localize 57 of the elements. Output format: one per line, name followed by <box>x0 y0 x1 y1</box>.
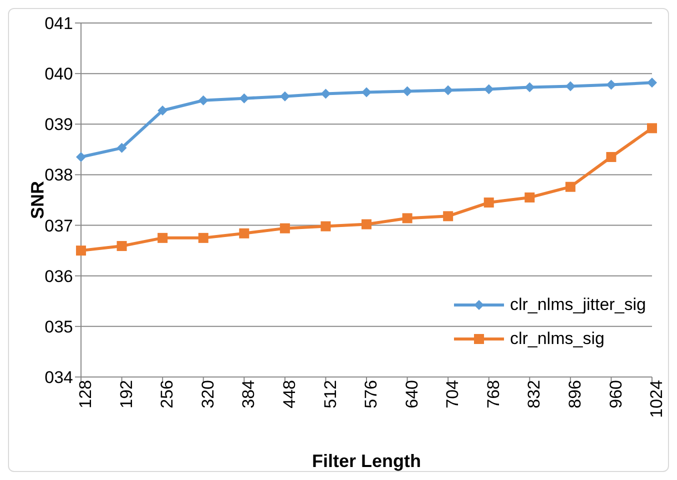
point <box>647 123 657 134</box>
point <box>158 232 168 243</box>
x-tick-label: 128 <box>76 380 96 408</box>
point <box>606 80 616 90</box>
x-tick-label: 640 <box>402 380 422 408</box>
point <box>198 232 208 243</box>
legend-label: clr_nlms_sig <box>510 329 604 349</box>
x-axis-title: Filter Length <box>312 451 421 471</box>
y-tick-label: 039 <box>44 115 73 134</box>
point <box>76 152 86 162</box>
x-tick-label: 832 <box>524 380 544 408</box>
point <box>239 93 250 104</box>
x-tick-label: 448 <box>280 380 299 408</box>
point <box>565 81 576 92</box>
point <box>484 84 494 94</box>
point <box>362 87 372 98</box>
point <box>116 142 127 153</box>
x-tick-label: 1024 <box>647 380 666 418</box>
point <box>76 246 86 256</box>
x-tick-label: 896 <box>566 380 584 408</box>
point <box>158 105 168 116</box>
point <box>402 86 412 96</box>
x-tick-label: 384 <box>239 380 258 408</box>
legend-label: clr_nlms_jitter_sig <box>510 295 646 315</box>
y-tick-label: 037 <box>44 216 73 236</box>
point <box>320 221 331 232</box>
point <box>402 213 412 224</box>
point <box>647 78 657 88</box>
x-tick-label: 192 <box>116 380 136 408</box>
point <box>280 91 290 102</box>
x-tick-label: 320 <box>198 380 218 408</box>
y-tick-label: 038 <box>44 166 73 185</box>
x-tick-label: 576 <box>362 380 381 408</box>
point <box>443 211 454 222</box>
point <box>116 241 127 252</box>
point <box>362 219 372 230</box>
point <box>198 95 208 106</box>
point <box>524 192 535 202</box>
x-tick-label: 256 <box>158 380 177 408</box>
y-tick-label: 041 <box>44 14 73 34</box>
y-tick-label: 040 <box>44 64 73 84</box>
point <box>443 85 454 96</box>
y-tick-label: 035 <box>44 317 73 336</box>
point <box>320 88 331 99</box>
x-tick-label: 704 <box>443 380 462 408</box>
point <box>239 228 250 238</box>
x-tick-label: 512 <box>320 380 340 408</box>
point <box>565 182 576 192</box>
point <box>484 198 494 208</box>
y-tick-label: 036 <box>44 266 73 286</box>
y-axis-title: SNR <box>27 180 48 220</box>
point <box>280 223 290 234</box>
y-tick-label: 034 <box>44 368 73 388</box>
point <box>524 82 535 92</box>
point <box>606 152 616 162</box>
x-tick-label: 960 <box>606 380 626 408</box>
x-tick-label: 768 <box>484 380 503 408</box>
